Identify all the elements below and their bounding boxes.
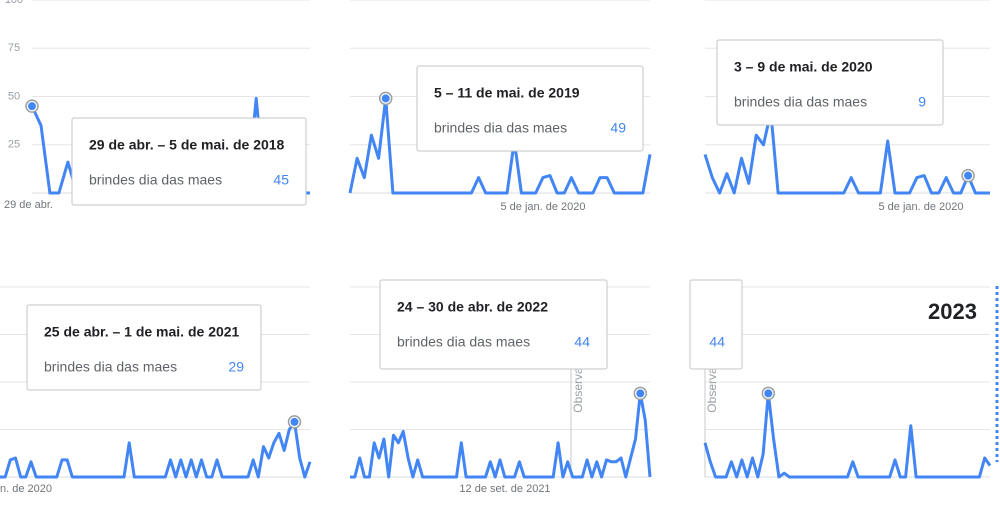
x-axis-label: 29 de abr. [4, 199, 53, 211]
tooltip-series-name: brindes dia das maes [397, 334, 530, 350]
highlight-point [381, 94, 390, 103]
trend-line [348, 96, 652, 195]
highlight-point [290, 417, 299, 426]
annotation: Observa [571, 367, 585, 413]
tooltip-value: 45 [273, 172, 289, 188]
tooltip [416, 65, 644, 152]
tooltip-title: 3 – 9 de mai. de 2020 [734, 59, 873, 75]
tooltip-title: 5 – 11 de mai. de 2019 [434, 85, 580, 101]
tooltip-series-name: brindes dia das maes [734, 94, 867, 110]
tooltip [379, 279, 608, 370]
y-tick-label: 25 [8, 139, 20, 151]
annotation: Observa [705, 367, 719, 413]
chart-year: 2023 [928, 299, 977, 324]
tooltip-series-name: brindes dia das maes [89, 172, 222, 188]
tooltip-title: 25 de abr. – 1 de mai. de 2021 [44, 324, 240, 340]
tooltip [689, 279, 743, 370]
x-axis-label: n. de 2020 [0, 483, 52, 495]
y-tick-label: 75 [8, 42, 20, 54]
tooltip [716, 39, 944, 126]
trend-line [350, 391, 652, 479]
highlight-point [28, 102, 36, 111]
tooltip-series-name: brindes dia das maes [44, 359, 177, 375]
tooltip-series-name: brindes dia das maes [434, 120, 567, 136]
y-tick-label: 50 [8, 90, 20, 102]
tooltip [26, 304, 262, 391]
tooltip-value: 44 [574, 334, 590, 350]
x-axis-label: 5 de jan. de 2020 [500, 201, 585, 213]
y-tick-label: 100 [5, 0, 23, 6]
highlight-point [764, 389, 773, 398]
tooltip-value: 44 [709, 334, 725, 350]
highlight-point [964, 171, 973, 180]
x-axis-label: 5 de jan. de 2020 [878, 201, 963, 213]
trend-line [703, 391, 992, 479]
trend-line [0, 420, 312, 479]
tooltip-value: 9 [918, 94, 926, 110]
highlight-point [636, 389, 645, 398]
tooltip-title: 24 – 30 de abr. de 2022 [397, 299, 548, 315]
trend-line [703, 110, 990, 195]
tooltip-title: 29 de abr. – 5 de mai. de 2018 [89, 137, 285, 153]
tooltip-value: 49 [610, 120, 626, 136]
x-axis-label: 12 de set. de 2021 [459, 483, 550, 495]
tooltip-value: 29 [228, 359, 244, 375]
tooltip [71, 117, 307, 206]
